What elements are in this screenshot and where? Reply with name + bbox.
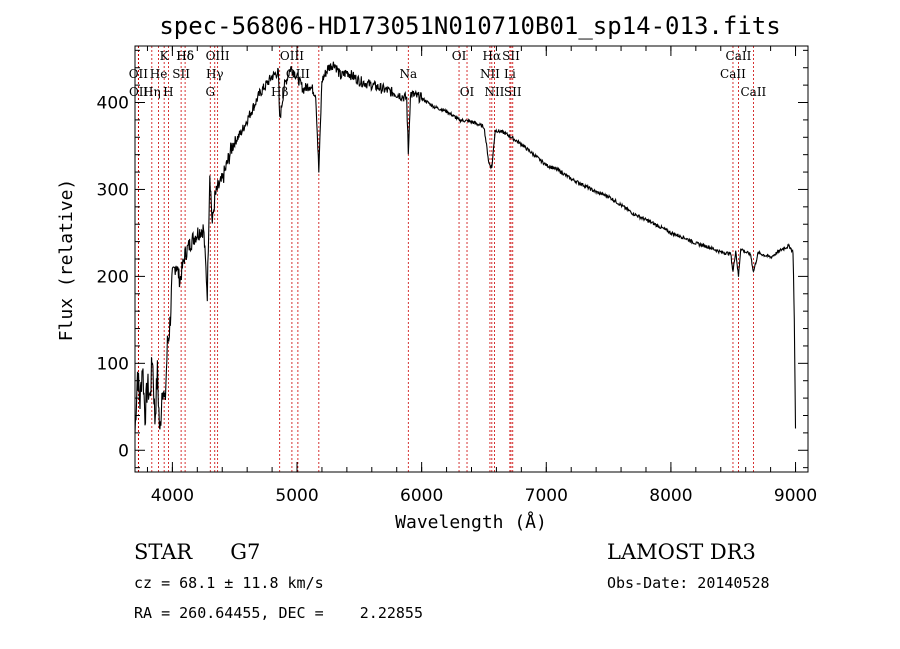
y-tick-label: 100 xyxy=(97,354,129,374)
spectral-line-label: OII xyxy=(129,67,149,81)
spectral-line-label: Hβ xyxy=(271,85,288,99)
spectral-line-label: Li xyxy=(504,67,516,81)
spectral-line-label: OIII xyxy=(280,49,304,63)
spectral-line-label: OII xyxy=(129,85,149,99)
spectral-line-label: NII xyxy=(480,67,500,81)
x-tick-label: 7000 xyxy=(525,486,568,506)
x-axis-label: Wavelength (Å) xyxy=(395,511,547,533)
object-class: STAR G7 xyxy=(134,540,260,564)
spectral-line-label: Hδ xyxy=(176,49,194,63)
spectral-line-label: CaII xyxy=(726,49,752,63)
coordinates-text: RA = 260.64455, DEC = 2.22855 xyxy=(134,604,423,622)
redshift-text: cz = 68.1 ± 11.8 km/s xyxy=(134,574,324,592)
x-tick-label: 9000 xyxy=(774,486,817,506)
spectrum-series-line xyxy=(134,61,797,434)
spectral-line-label: Na xyxy=(399,67,417,81)
y-tick-label: 400 xyxy=(97,94,129,114)
y-tick-label: 0 xyxy=(118,441,129,461)
spectral-line-label: NII xyxy=(484,85,504,99)
plot-frame xyxy=(134,45,809,473)
spectral-line-label: He xyxy=(150,67,168,81)
spectral-line-label: G xyxy=(205,85,215,99)
spectral-line-label: OI xyxy=(460,85,475,99)
spectral-line-label: CaII xyxy=(720,67,746,81)
subclass-label: G7 xyxy=(230,540,261,564)
spectral-line-label: CaII xyxy=(740,85,766,99)
x-axis: 4000 5000 6000 7000 8000 9000 xyxy=(146,46,817,506)
y-axis: 0 100 200 300 400 xyxy=(97,49,808,469)
spectral-line-label: K xyxy=(160,49,170,63)
x-tick-label: 6000 xyxy=(400,486,443,506)
y-tick-label: 200 xyxy=(97,267,129,287)
spectral-line-label: Hη xyxy=(143,85,161,99)
x-tick-label: 8000 xyxy=(649,486,692,506)
spectral-line-label: H xyxy=(163,85,173,99)
y-axis-label: Flux (relative) xyxy=(56,179,77,342)
marker-lines xyxy=(137,46,754,472)
spectral-line-label: Hα xyxy=(483,49,502,63)
survey-label: LAMOST DR3 xyxy=(607,540,756,564)
x-tick-label: 5000 xyxy=(275,486,318,506)
obs-date-text: Obs-Date: 20140528 xyxy=(607,574,770,592)
star-label: STAR xyxy=(134,540,193,564)
x-tick-label: 4000 xyxy=(151,486,194,506)
spectral-line-label: OI xyxy=(452,49,467,63)
spectral-line-label: SII xyxy=(502,49,520,63)
chart-title: spec-56806-HD173051N010710B01_sp14-013.f… xyxy=(159,12,780,40)
spectral-line-label: Hδ xyxy=(176,49,194,63)
y-tick-label: 300 xyxy=(97,180,129,200)
spectral-line-label: OIII xyxy=(206,49,230,63)
spectral-line-label: SII xyxy=(504,85,522,99)
spectral-line-label: SII xyxy=(172,67,190,81)
spectral-line-label: Hγ xyxy=(206,67,224,81)
